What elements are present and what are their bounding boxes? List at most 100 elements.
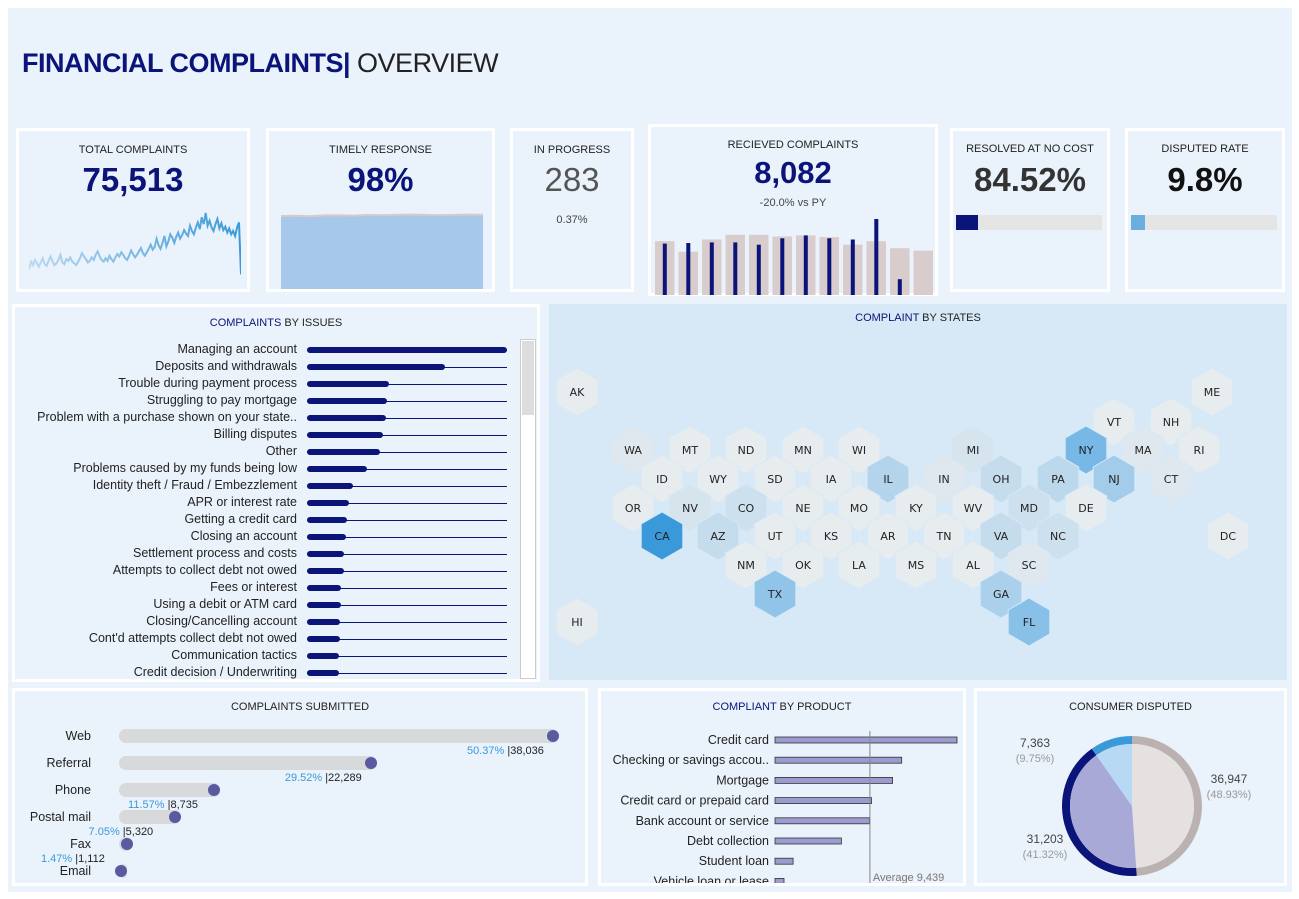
state-label-la: LA	[852, 559, 866, 572]
issue-bar	[307, 398, 387, 404]
state-label-id: ID	[656, 473, 668, 486]
state-label-ct: CT	[1164, 473, 1179, 486]
issue-label: Closing an account	[190, 529, 297, 543]
issue-row: Cont'd attempts collect debt not owed	[15, 630, 520, 647]
state-hex-ca	[640, 511, 684, 561]
state-hex-al	[951, 540, 995, 590]
kpi-received-label: RECIEVED COMPLAINTS	[727, 139, 859, 151]
issue-row: Managing an account	[15, 341, 520, 358]
issue-row: Identity theft / Fraud / Embezzlement	[15, 477, 520, 494]
product-bar	[774, 877, 785, 883]
issue-bar	[307, 500, 349, 506]
state-label-nh: NH	[1163, 416, 1180, 429]
state-label-de: DE	[1078, 502, 1093, 515]
resolved-progress-track	[956, 215, 1102, 230]
state-label-hi: HI	[571, 616, 583, 629]
state-hex-va	[979, 511, 1023, 561]
pie-ring-yes	[1062, 748, 1137, 876]
issues-scrollbar[interactable]	[520, 339, 536, 679]
state-hex-ky	[894, 483, 938, 533]
state-label-in: IN	[938, 473, 949, 486]
state-hex-dc	[1206, 511, 1250, 561]
issue-row: Closing/Cancelling account	[15, 613, 520, 630]
issue-label: Problems caused by my funds being low	[73, 461, 297, 475]
state-hex-ga	[979, 569, 1023, 619]
submitted-percent-text: 7.05%	[88, 826, 120, 838]
state-hex-me	[1190, 367, 1234, 417]
state-hex-vt	[1092, 397, 1136, 447]
kpi-progress-value: 283	[544, 161, 600, 198]
issue-row: APR or interest rate	[15, 494, 520, 511]
received-cy-bar	[874, 219, 879, 295]
state-label-nm: NM	[737, 559, 755, 572]
state-label-or: OR	[625, 502, 642, 515]
received-cy-bar	[662, 243, 667, 295]
state-label-nv: NV	[682, 502, 698, 515]
submitted-label: Email	[59, 864, 91, 878]
issue-track	[307, 452, 507, 453]
issue-row: Other	[15, 443, 520, 460]
disputed-pie-chart: 36,947 (48.93%) 31,203 (41.32%) 7,363 (9.75%)	[1016, 736, 1251, 876]
issue-label: Communication tactics	[171, 648, 297, 662]
state-hex-ok	[781, 540, 825, 590]
page-title: FINANCIAL COMPLAINTS| OVERVIEW	[22, 48, 499, 79]
state-hex-tn	[922, 511, 966, 561]
state-hex-pa	[1036, 454, 1080, 504]
issue-label: Problem with a purchase shown on your st…	[37, 410, 297, 424]
state-hex-sc	[1007, 540, 1051, 590]
state-label-dc: DC	[1220, 530, 1236, 543]
received-cy-bar	[803, 235, 808, 295]
submitted-percent: 50.37% |38,036	[467, 745, 544, 757]
issues-scrollbar-thumb[interactable]	[522, 341, 534, 415]
issue-track	[307, 418, 507, 419]
state-label-ma: MA	[1134, 444, 1151, 457]
submitted-value-text: |1,112	[72, 853, 105, 865]
issue-bar	[307, 432, 383, 438]
state-hex-wv	[951, 483, 995, 533]
submitted-percent-text: 11.57%	[128, 799, 165, 811]
product-label: Mortgage	[716, 773, 769, 787]
issue-track	[307, 537, 507, 538]
submitted-bar	[119, 756, 377, 770]
state-hex-wy	[696, 454, 740, 504]
kpi-disputed-label: DISPUTED RATE	[1161, 143, 1249, 155]
product-label: Student loan	[699, 854, 769, 868]
kpi-resolved-label: RESOLVED AT NO COST	[966, 143, 1094, 155]
disputed-panel: CONSUMER DISPUTED 36,947 (48.93%) 31,203 (4…	[974, 688, 1287, 886]
state-hex-wi	[837, 425, 881, 475]
disputed-panel-title: CONSUMER DISPUTED	[1069, 701, 1192, 713]
state-hex-az	[696, 511, 740, 561]
state-hex-nh	[1149, 397, 1193, 447]
state-hex-il	[866, 454, 910, 504]
submitted-dot	[121, 838, 133, 850]
product-bar	[774, 817, 870, 825]
kpi-total-complaints: TOTAL COMPLAINTS 75,513	[16, 128, 250, 292]
issue-track	[307, 554, 507, 555]
state-hex-ia	[809, 454, 853, 504]
issue-track	[307, 435, 507, 436]
states-hex-map: AK ME VT NH WA MT ND MN WI MI NY MA RI ID WY SD IA IL IN OH…	[555, 367, 1250, 647]
issue-bar	[307, 347, 507, 353]
product-panel: COMPLIANT BY PRODUCT Credit card Checking…	[598, 688, 966, 886]
submitted-panel: COMPLAINTS SUBMITTED Web 50.37% |38,036 Re…	[12, 688, 588, 886]
issue-track	[307, 639, 507, 640]
product-label: Credit card or prepaid card	[620, 794, 769, 808]
kpi-timely-response: TIMELY RESPONSE 98%	[266, 128, 495, 292]
state-hex-nm	[724, 540, 768, 590]
pie-value-label: 36,947	[1211, 772, 1248, 786]
title-normal: OVERVIEW	[350, 48, 499, 78]
product-bar-chart: Credit card Checking or savings accou.. Mo…	[613, 731, 958, 883]
issue-row: Deposits and withdrawals	[15, 358, 520, 375]
submitted-row: Web 50.37% |38,036	[15, 729, 585, 757]
submitted-bar	[119, 783, 221, 797]
received-cy-bar	[686, 243, 691, 295]
state-label-vt: VT	[1107, 416, 1122, 429]
pie-percent-label: (41.32%)	[1023, 849, 1068, 861]
state-label-me: ME	[1204, 386, 1220, 399]
kpi-in-progress: IN PROGRESS 283 0.37%	[510, 128, 634, 292]
pie-value-label: 7,363	[1020, 736, 1050, 750]
states-panel: COMPLAINT BY STATES AK ME VT NH WA MT ND MN WI MI…	[549, 304, 1287, 680]
issue-row: Communication tactics	[15, 647, 520, 664]
issue-bar	[307, 551, 345, 557]
state-label-ok: OK	[795, 559, 812, 572]
